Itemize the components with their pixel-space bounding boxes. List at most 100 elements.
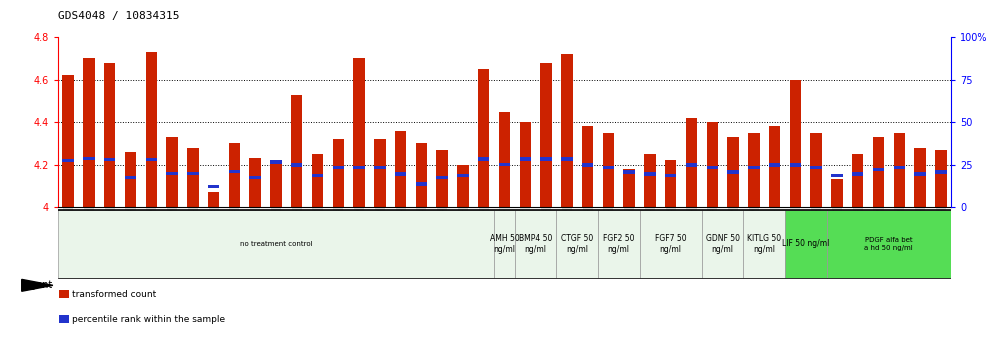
Bar	[785, 210, 827, 278]
Bar	[914, 172, 925, 176]
Bar	[249, 158, 261, 207]
Bar	[644, 154, 655, 207]
Bar	[935, 150, 946, 207]
Bar	[832, 174, 843, 177]
Bar	[270, 160, 282, 207]
Bar	[291, 95, 303, 207]
Bar	[374, 166, 385, 169]
Bar	[665, 174, 676, 177]
Text: transformed count: transformed count	[73, 290, 156, 299]
Bar	[852, 154, 864, 207]
Bar	[790, 163, 801, 167]
Bar	[706, 166, 718, 169]
Bar	[623, 170, 634, 173]
Bar	[499, 163, 510, 166]
Bar	[872, 167, 884, 171]
Bar	[811, 166, 822, 169]
Text: percentile rank within the sample: percentile rank within the sample	[73, 315, 225, 324]
Bar	[748, 133, 760, 207]
Bar	[743, 210, 785, 278]
Bar	[540, 158, 552, 161]
Bar	[84, 58, 95, 207]
Bar	[893, 133, 905, 207]
Polygon shape	[22, 279, 53, 291]
Bar	[354, 166, 365, 169]
Bar	[354, 58, 365, 207]
Bar	[561, 54, 573, 207]
Bar	[333, 166, 344, 169]
Bar	[457, 165, 469, 207]
Text: GDNF 50
ng/ml: GDNF 50 ng/ml	[705, 234, 740, 254]
Bar	[811, 133, 822, 207]
Bar	[494, 210, 515, 278]
Bar	[520, 158, 531, 161]
Text: FGF2 50
ng/ml: FGF2 50 ng/ml	[603, 234, 634, 254]
Text: FGF7 50
ng/ml: FGF7 50 ng/ml	[655, 234, 686, 254]
Text: LIF 50 ng/ml: LIF 50 ng/ml	[782, 239, 830, 248]
Bar	[515, 210, 557, 278]
Bar	[644, 172, 655, 176]
Bar	[270, 160, 282, 164]
Bar	[769, 126, 780, 207]
Bar	[478, 158, 489, 161]
Bar	[312, 154, 323, 207]
Bar	[229, 170, 240, 173]
Bar	[208, 184, 219, 188]
Bar	[374, 139, 385, 207]
Bar	[852, 172, 864, 176]
Bar	[686, 163, 697, 167]
Bar	[603, 166, 615, 169]
Bar	[478, 69, 489, 207]
Bar	[415, 182, 427, 186]
Bar	[124, 152, 136, 207]
Bar	[914, 148, 925, 207]
Bar	[702, 210, 743, 278]
Bar	[623, 169, 634, 207]
Text: BMP4 50
ng/ml: BMP4 50 ng/ml	[519, 234, 553, 254]
Bar	[603, 133, 615, 207]
Text: CTGF 50
ng/ml: CTGF 50 ng/ml	[561, 234, 594, 254]
Bar	[520, 122, 531, 207]
Bar	[598, 210, 639, 278]
Bar	[832, 179, 843, 207]
Bar	[727, 137, 739, 207]
Bar	[59, 290, 69, 298]
Bar	[665, 160, 676, 207]
Bar	[187, 148, 198, 207]
Bar	[124, 176, 136, 179]
Bar	[166, 137, 177, 207]
Bar	[827, 210, 951, 278]
Bar	[249, 176, 261, 179]
Bar	[333, 139, 344, 207]
Bar	[706, 122, 718, 207]
Bar	[187, 172, 198, 175]
Bar	[145, 158, 157, 161]
Bar	[582, 126, 594, 207]
Bar	[935, 170, 946, 173]
Bar	[166, 172, 177, 175]
Bar	[312, 174, 323, 177]
Bar	[436, 176, 448, 179]
Bar	[872, 137, 884, 207]
Text: agent: agent	[25, 280, 53, 290]
Bar	[727, 170, 739, 173]
Bar	[790, 80, 801, 207]
Text: no treatment control: no treatment control	[240, 241, 312, 247]
Bar	[63, 159, 74, 162]
Text: GDS4048 / 10834315: GDS4048 / 10834315	[58, 11, 179, 21]
Text: PDGF alfa bet
a hd 50 ng/ml: PDGF alfa bet a hd 50 ng/ml	[865, 237, 913, 251]
Bar	[394, 172, 406, 176]
Bar	[59, 315, 69, 323]
Bar	[769, 163, 780, 167]
Bar	[208, 192, 219, 207]
Bar	[229, 143, 240, 207]
Bar	[394, 131, 406, 207]
Bar	[145, 52, 157, 207]
Bar	[58, 210, 494, 278]
Bar	[104, 63, 116, 207]
Text: KITLG 50
ng/ml: KITLG 50 ng/ml	[747, 234, 781, 254]
Bar	[63, 75, 74, 207]
Bar	[457, 174, 469, 177]
Bar	[582, 163, 594, 167]
Bar	[748, 166, 760, 169]
